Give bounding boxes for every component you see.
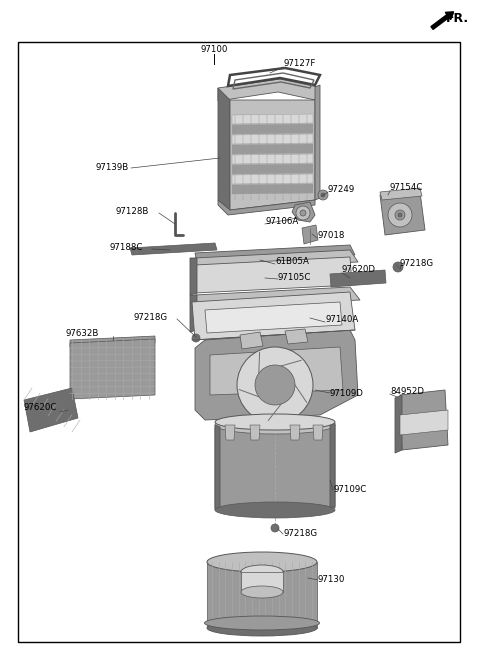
Text: 97218G: 97218G <box>134 313 168 323</box>
Polygon shape <box>290 425 300 440</box>
Text: 97109C: 97109C <box>333 486 366 495</box>
Polygon shape <box>215 425 335 510</box>
Polygon shape <box>24 388 78 432</box>
Text: 97620C: 97620C <box>24 403 58 411</box>
Circle shape <box>271 524 279 532</box>
Ellipse shape <box>215 414 335 430</box>
Text: 97218G: 97218G <box>400 258 434 267</box>
Ellipse shape <box>241 565 283 579</box>
Polygon shape <box>241 572 283 592</box>
Circle shape <box>237 347 313 423</box>
Polygon shape <box>192 292 355 340</box>
Polygon shape <box>285 329 308 344</box>
Polygon shape <box>195 257 352 293</box>
Polygon shape <box>195 287 360 308</box>
Text: 97632B: 97632B <box>65 330 98 338</box>
Polygon shape <box>218 79 318 101</box>
Circle shape <box>318 190 328 200</box>
Polygon shape <box>70 339 155 399</box>
Ellipse shape <box>204 616 320 630</box>
Text: FR.: FR. <box>446 12 469 25</box>
Ellipse shape <box>207 552 317 572</box>
Text: 97127F: 97127F <box>283 60 315 68</box>
Polygon shape <box>195 245 355 263</box>
Ellipse shape <box>215 502 335 518</box>
Polygon shape <box>210 347 343 395</box>
Polygon shape <box>380 188 422 200</box>
Polygon shape <box>380 192 425 235</box>
Circle shape <box>255 365 295 405</box>
Text: 97218G: 97218G <box>283 530 317 539</box>
Circle shape <box>296 206 310 220</box>
Polygon shape <box>130 243 217 255</box>
Polygon shape <box>315 85 320 200</box>
Polygon shape <box>215 425 220 510</box>
Circle shape <box>398 213 402 217</box>
Polygon shape <box>232 144 313 154</box>
Text: 97105C: 97105C <box>278 273 312 281</box>
Polygon shape <box>70 336 155 347</box>
Polygon shape <box>330 270 386 287</box>
Polygon shape <box>232 134 313 144</box>
Polygon shape <box>232 154 313 164</box>
Text: 97100: 97100 <box>200 45 228 55</box>
Circle shape <box>321 193 325 197</box>
Polygon shape <box>225 425 235 440</box>
Polygon shape <box>240 332 263 349</box>
Polygon shape <box>232 184 313 194</box>
Text: 97188C: 97188C <box>110 244 144 252</box>
FancyArrow shape <box>431 12 454 30</box>
Polygon shape <box>207 562 317 628</box>
Text: 97109D: 97109D <box>330 388 364 397</box>
Ellipse shape <box>207 620 317 636</box>
Polygon shape <box>218 200 315 215</box>
Polygon shape <box>205 302 342 333</box>
Text: 97620D: 97620D <box>342 265 376 275</box>
Ellipse shape <box>215 416 335 434</box>
Circle shape <box>192 334 200 342</box>
Circle shape <box>395 210 405 220</box>
Circle shape <box>393 262 403 272</box>
Polygon shape <box>230 100 315 210</box>
Polygon shape <box>190 258 197 295</box>
Polygon shape <box>232 124 313 134</box>
Polygon shape <box>195 250 358 270</box>
Polygon shape <box>400 390 448 450</box>
Text: 97139B: 97139B <box>95 164 128 173</box>
Circle shape <box>388 203 412 227</box>
Polygon shape <box>190 295 197 332</box>
Polygon shape <box>232 114 313 124</box>
Text: 97140A: 97140A <box>325 315 358 325</box>
Ellipse shape <box>241 586 283 598</box>
Polygon shape <box>302 225 318 244</box>
Text: 97130: 97130 <box>318 576 346 585</box>
Polygon shape <box>330 423 335 508</box>
Text: 97018: 97018 <box>317 231 344 240</box>
Polygon shape <box>292 202 315 222</box>
Circle shape <box>300 210 306 216</box>
Text: 97249: 97249 <box>328 185 355 194</box>
Polygon shape <box>313 425 323 440</box>
Polygon shape <box>195 330 358 420</box>
Text: 97128B: 97128B <box>115 208 148 217</box>
Polygon shape <box>400 410 448 435</box>
Polygon shape <box>250 425 260 440</box>
Text: 97154C: 97154C <box>390 183 423 193</box>
Polygon shape <box>395 395 402 453</box>
Text: 97106A: 97106A <box>265 217 298 227</box>
Polygon shape <box>232 164 313 174</box>
Text: 61B05A: 61B05A <box>275 258 309 267</box>
Text: 84952D: 84952D <box>390 388 424 397</box>
Polygon shape <box>232 174 313 184</box>
Polygon shape <box>218 88 230 210</box>
